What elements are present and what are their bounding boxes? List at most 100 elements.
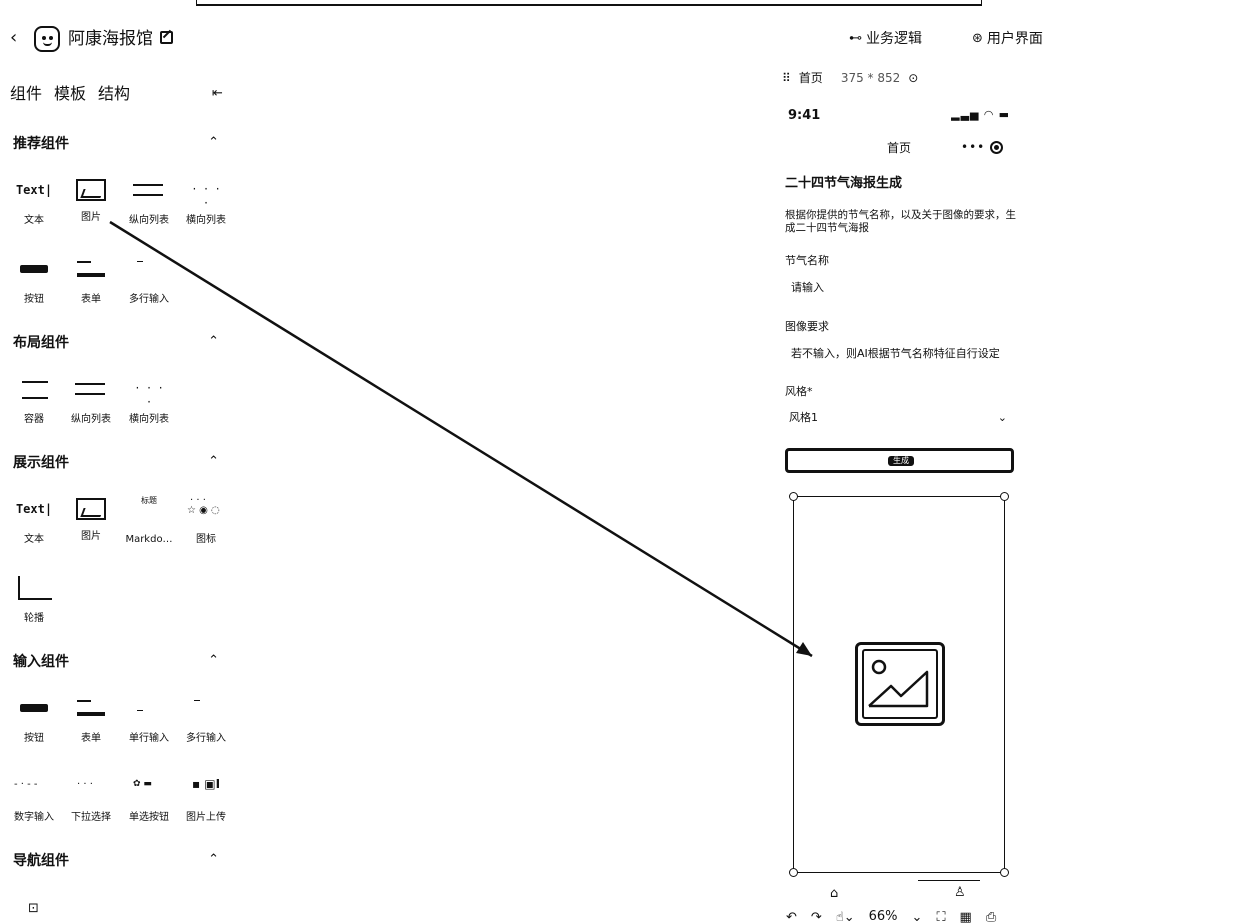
generate-button[interactable]: 生成 (785, 448, 1014, 473)
component-textarea[interactable]: 多行输入 (178, 694, 234, 752)
zoom-chevron-icon[interactable]: ⌄ (911, 909, 923, 923)
section-navigation[interactable]: 导航组件 ⌃ (13, 850, 223, 870)
component-radio[interactable]: 单选按钮 (121, 773, 177, 831)
solar-term-input[interactable]: 请输入 (791, 281, 824, 294)
zoom-level[interactable]: 66% (868, 909, 898, 923)
selected-image-component[interactable] (793, 496, 1005, 873)
field-label-image-requirements: 图像要求 (785, 320, 829, 333)
component-label: 轮播 (24, 613, 44, 624)
component-label: 按钮 (24, 294, 44, 305)
bottom-toolbar: ↶ ↷ ☝⌄ 66% ⌄ ⛶ ▦ ⎙ (786, 909, 996, 923)
component-vertical-list[interactable]: 纵向列表 (63, 375, 119, 433)
chevron-up-icon[interactable]: ⌃ (208, 454, 219, 469)
drag-handle-icon[interactable]: ⠿ (782, 71, 791, 85)
page-selector[interactable]: ⠿ 首页 375 * 852 ⊙ (782, 70, 918, 86)
component-label: 单选按钮 (129, 812, 169, 823)
text-icon: Text| (15, 183, 53, 197)
page-name: 首页 (798, 71, 823, 85)
vertical-list-icon (129, 176, 169, 204)
component-number-input[interactable]: 数字输入 (6, 773, 62, 831)
component-icon[interactable]: 图标 (178, 495, 234, 553)
chevron-up-icon[interactable]: ⌃ (208, 653, 219, 668)
component-dropdown[interactable]: 下拉选择 (63, 773, 119, 831)
user-interface-label: 用户界面 (986, 31, 1043, 47)
resize-handle-tr[interactable] (1000, 492, 1009, 501)
user-icon[interactable]: ♙ (954, 885, 966, 900)
chevron-up-icon[interactable]: ⌃ (208, 135, 219, 150)
style-select[interactable]: 风格1 ⌄ (785, 407, 1013, 429)
horizontal-list-icon (129, 375, 169, 409)
grid-icon[interactable]: ▦ (959, 909, 972, 923)
business-logic-tab[interactable]: ⊷ 业务逻辑 (849, 30, 922, 48)
chevron-up-icon[interactable]: ⌃ (208, 852, 219, 867)
undo-icon[interactable]: ↶ (786, 909, 797, 923)
component-label: Markdo… (125, 534, 173, 545)
component-label: 纵向列表 (129, 215, 169, 226)
form-icon (71, 694, 111, 722)
section-title: 输入组件 (13, 654, 69, 670)
palette-icon: ⊛ (972, 31, 983, 46)
image-requirements-input[interactable]: 若不输入，则AI根据节气名称特征自行设定 (791, 347, 1000, 360)
component-text[interactable]: Text| 文本 (6, 176, 62, 234)
field-label-solar-term: 节气名称 (785, 254, 829, 267)
component-button[interactable]: 按钮 (6, 255, 62, 313)
collapse-sidebar-icon[interactable]: ⇤ (212, 86, 223, 101)
edit-icon[interactable] (160, 31, 173, 44)
component-label: 图片 (81, 212, 101, 223)
markdown-icon: 标题 (129, 495, 169, 523)
chevron-up-icon[interactable]: ⌃ (208, 334, 219, 349)
image-placeholder-glyph (868, 659, 929, 708)
component-horizontal-list[interactable]: 横向列表 (121, 375, 177, 433)
component-image-upload[interactable]: 图片上传 (178, 773, 234, 831)
component-form[interactable]: 表单 (63, 255, 119, 313)
component-text[interactable]: Text| 文本 (6, 495, 62, 553)
component-markdown[interactable]: 标题 Markdo… (121, 495, 177, 553)
export-icon[interactable]: ⎙ (985, 909, 997, 923)
section-display[interactable]: 展示组件 ⌃ (13, 452, 223, 472)
component-container[interactable]: 容器 (6, 375, 62, 433)
component-label: 横向列表 (129, 414, 169, 425)
close-circle-icon[interactable] (990, 141, 1003, 154)
business-logic-label: 业务逻辑 (866, 31, 922, 47)
component-single-input[interactable]: 单行输入 (121, 694, 177, 752)
tab-components[interactable]: 组件 (10, 84, 43, 103)
component-button[interactable]: 按钮 (6, 694, 62, 752)
home-icon[interactable]: ⌂ (830, 886, 839, 901)
resize-handle-bl[interactable] (789, 868, 798, 877)
tab-structure[interactable]: 结构 (98, 84, 131, 103)
resize-handle-tl[interactable] (789, 492, 798, 501)
component-label: 多行输入 (129, 294, 169, 305)
user-interface-tab[interactable]: ⊛ 用户界面 (972, 30, 1043, 48)
redo-icon[interactable]: ↷ (810, 909, 822, 923)
pointer-icon[interactable]: ☝⌄ (835, 909, 855, 923)
component-label: 表单 (81, 294, 101, 305)
component-nav[interactable] (6, 895, 62, 921)
more-icon[interactable]: ••• (961, 140, 986, 154)
form-title: 二十四节气海报生成 (785, 176, 903, 191)
phone-status-bar: 9:41 ▂▃▅ ◠ ▬ (788, 108, 1010, 123)
component-image[interactable]: 图片 (63, 495, 119, 553)
component-carousel[interactable]: 轮播 (6, 574, 62, 632)
back-icon[interactable]: ‹ (10, 27, 18, 48)
number-input-icon (14, 773, 54, 801)
generate-button-label: 生成 (888, 456, 914, 466)
fit-icon[interactable]: ⛶ (936, 909, 946, 923)
component-image[interactable]: 图片 (63, 176, 119, 234)
section-layout[interactable]: 布局组件 ⌃ (13, 332, 223, 352)
component-vertical-list[interactable]: 纵向列表 (121, 176, 177, 234)
input-icon (129, 694, 169, 722)
component-form[interactable]: 表单 (63, 694, 119, 752)
resize-handle-br[interactable] (1000, 868, 1009, 877)
image-placeholder-icon (855, 642, 945, 726)
section-input[interactable]: 输入组件 ⌃ (13, 651, 223, 671)
field-label-style: 风格* (785, 385, 813, 398)
tab-templates[interactable]: 模板 (54, 84, 87, 103)
icons-icon (186, 495, 226, 523)
sidebar-tabs: 组件 模板 结构 (10, 84, 130, 104)
component-horizontal-list[interactable]: 横向列表 (178, 176, 234, 234)
textarea-icon (186, 694, 226, 722)
target-icon[interactable]: ⊙ (908, 71, 919, 85)
component-label: 表单 (81, 733, 101, 744)
section-recommended[interactable]: 推荐组件 ⌃ (13, 133, 223, 153)
component-textarea[interactable]: 多行输入 (121, 255, 177, 313)
